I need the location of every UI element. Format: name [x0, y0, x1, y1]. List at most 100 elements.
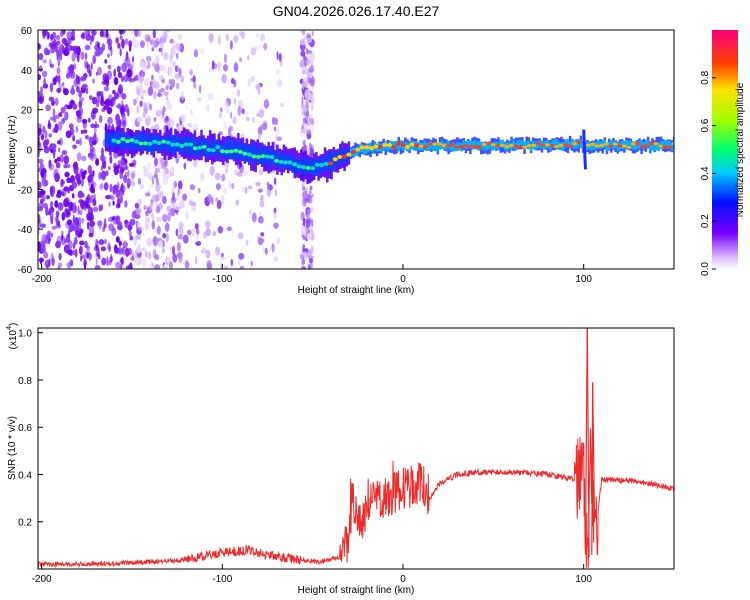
- noise-dot: [224, 265, 229, 269]
- ridge-inner: [180, 134, 183, 152]
- noise-dot: [89, 220, 96, 227]
- ridge-core: [246, 152, 252, 157]
- noise-dot: [45, 138, 50, 145]
- ridge-inner: [213, 138, 216, 155]
- noise-dot: [262, 247, 266, 253]
- noise-dot: [310, 206, 314, 213]
- ridge-core: [228, 149, 234, 154]
- ridge-inner: [612, 141, 615, 150]
- noise-dot: [57, 220, 60, 227]
- noise-dot: [38, 158, 44, 164]
- noise-dot: [149, 261, 153, 269]
- noise-dot: [66, 262, 70, 268]
- ridge-inner: [200, 138, 203, 153]
- noise-dot: [139, 100, 143, 108]
- noise-dot: [62, 45, 65, 55]
- noise-dot: [311, 30, 314, 37]
- noise-dot: [222, 63, 228, 72]
- ridge-core: [129, 138, 135, 143]
- noise-dot: [59, 111, 63, 118]
- x-tick-label: 0: [400, 274, 406, 285]
- ridge-inner: [512, 139, 515, 148]
- noise-dot: [54, 172, 60, 183]
- noise-dot: [48, 96, 55, 102]
- noise-dot: [182, 193, 188, 201]
- ridge-core: [436, 142, 442, 146]
- noise-dot: [56, 87, 62, 93]
- noise-dot: [276, 51, 279, 61]
- noise-dot: [119, 258, 123, 263]
- ridge-core: [350, 149, 356, 154]
- ridge-inner: [536, 141, 539, 150]
- noise-dot: [309, 185, 313, 191]
- noise-dot: [124, 38, 129, 45]
- noise-dot: [61, 179, 65, 185]
- ridge-inner: [230, 140, 233, 158]
- ridge-core: [630, 142, 636, 146]
- noise-dot: [115, 261, 121, 269]
- noise-dot: [235, 199, 240, 206]
- noise-dot: [79, 255, 83, 262]
- ridge-inner: [462, 140, 465, 149]
- noise-dot: [151, 212, 155, 221]
- noise-dot: [222, 187, 228, 195]
- noise-dot: [136, 105, 140, 114]
- noise-dot: [310, 103, 314, 111]
- ridge-core: [499, 143, 505, 147]
- noise-dot: [43, 77, 47, 88]
- ridge-inner: [625, 139, 628, 148]
- ridge-inner: [434, 142, 437, 151]
- noise-dot: [144, 192, 151, 197]
- noise-dot: [72, 144, 77, 150]
- noise-dot: [154, 55, 160, 64]
- noise-dot: [103, 100, 110, 105]
- noise-dot: [117, 71, 122, 78]
- noise-dot: [305, 95, 310, 103]
- noise-dot: [42, 30, 48, 37]
- noise-dot: [65, 233, 71, 244]
- noise-dot: [38, 150, 41, 158]
- spectrogram-y-label: Frequency (Hz): [7, 116, 18, 185]
- noise-dot: [252, 116, 255, 124]
- noise-dot: [49, 116, 55, 121]
- ridge-core: [377, 145, 383, 150]
- noise-dot: [308, 67, 313, 73]
- noise-dot: [310, 262, 313, 269]
- noise-dot: [38, 142, 42, 153]
- ridge-core: [612, 142, 618, 146]
- noise-dot: [163, 65, 166, 71]
- ridge-core: [210, 148, 216, 153]
- noise-dot: [273, 222, 279, 229]
- ridge-core: [355, 147, 361, 152]
- noise-dot: [80, 201, 85, 209]
- noise-dot: [126, 68, 133, 78]
- noise-dot: [159, 42, 165, 50]
- ridge-core: [260, 154, 266, 159]
- noise-dot: [156, 204, 160, 214]
- ridge-inner: [521, 140, 524, 149]
- noise-dot: [106, 256, 109, 267]
- noise-dot: [81, 217, 85, 224]
- noise-dot: [124, 104, 129, 113]
- noise-dot: [38, 65, 43, 73]
- noise-dot: [38, 181, 41, 191]
- noise-dot: [165, 95, 169, 101]
- noise-dot: [145, 55, 152, 62]
- ridge-inner: [525, 141, 528, 150]
- noise-dot: [69, 259, 74, 267]
- ridge-inner: [555, 139, 559, 148]
- noise-dot: [98, 204, 102, 212]
- noise-dot: [197, 96, 202, 102]
- noise-dot: [83, 129, 88, 134]
- noise-dot: [94, 120, 97, 129]
- noise-dot: [66, 249, 73, 255]
- noise-dot: [146, 115, 151, 123]
- noise-dot: [105, 78, 110, 87]
- noise-dot: [171, 245, 175, 256]
- ridge-inner: [161, 137, 164, 150]
- noise-dot: [129, 235, 134, 241]
- ridge-core: [585, 143, 591, 147]
- noise-dot: [177, 234, 184, 240]
- noise-dot: [42, 125, 46, 134]
